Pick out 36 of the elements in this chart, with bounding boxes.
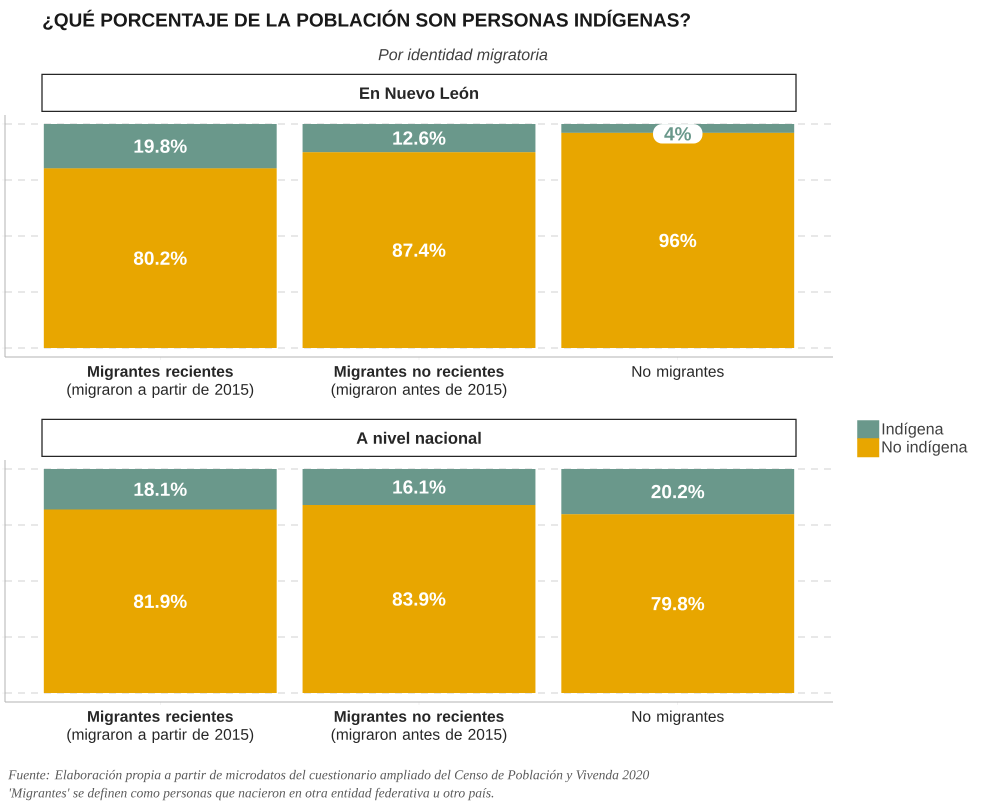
data-label: 18.1% [134, 482, 187, 496]
text: ¿QUÉ PORCENTAJE DE LA POBLACIÓN SON PERSONAS INDÍGENAS? [43, 10, 690, 30]
data-label: 19.8% [134, 139, 187, 153]
data-label: 83.9% [392, 592, 446, 606]
data-label: 12.6% [393, 131, 446, 145]
chart-title: En Nuevo León [360, 86, 478, 99]
data-label: 81.9% [134, 594, 187, 608]
x-tick-label: Migrantes no recientes (migraron antes de 2015) [332, 366, 506, 398]
data-label: 80.2% [134, 251, 187, 265]
legend-label: No indígena [882, 440, 968, 456]
x-tick-label: Migrantes no recientes (migraron antes de 2015) [332, 710, 506, 743]
source-note: Fuente: Elaboración propia a partir de microdatos del cuestionario ampliado del Censo de Población y Vivenda 2020 [8, 770, 650, 782]
data-label: 4% [664, 127, 691, 141]
data-label: 20.2% [651, 484, 704, 498]
bar [302, 124, 536, 152]
bar [44, 124, 277, 168]
text: Por identidad migratoria [378, 48, 548, 64]
x-tick-label: Migrantes recientes (migraron a partir de 2015) [67, 366, 254, 398]
x-tick-label: Migrantes recientes (migraron a partir de 2015) [67, 710, 254, 743]
chart-title: A nivel nacional [356, 432, 481, 444]
bar [561, 514, 794, 694]
bar [302, 468, 536, 506]
bar [302, 505, 536, 694]
x-tick-label: No migrantes [632, 710, 724, 725]
bar [44, 510, 277, 694]
data-label: 16.1% [393, 480, 446, 494]
bar [302, 152, 536, 348]
text: 'Migrantes' se definen como personas que nacieron en otra entidad federativa u otro país. [10, 788, 494, 800]
bar [44, 468, 277, 510]
legend-label: Indígena [882, 422, 944, 438]
data-label: 87.4% [392, 243, 446, 257]
bar [44, 168, 277, 348]
data-label: 79.8% [652, 596, 704, 610]
bar [561, 468, 794, 514]
data-label: 96% [659, 234, 696, 248]
x-tick-label: No migrantes [632, 366, 724, 380]
